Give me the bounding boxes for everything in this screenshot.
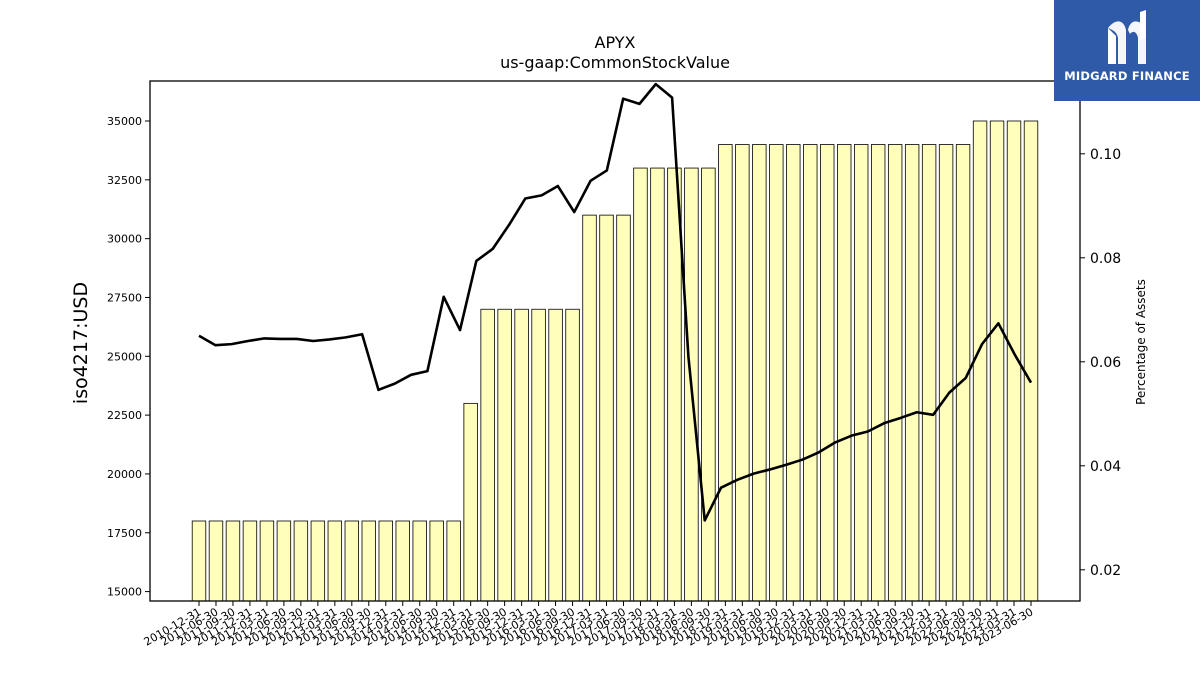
bar <box>1023 120 1039 602</box>
y-tick-label: 35000 <box>107 115 142 128</box>
bar <box>191 520 207 602</box>
bar <box>786 144 801 602</box>
bar <box>854 144 869 602</box>
y-tick-label: 25000 <box>107 350 142 363</box>
bar <box>480 308 495 602</box>
y-tick-label: 30000 <box>107 233 142 246</box>
bar <box>735 144 750 602</box>
bar <box>259 520 275 602</box>
y-tick-label: 20000 <box>107 468 142 481</box>
bar <box>395 520 410 602</box>
y2-tick-label: 0.10 <box>1090 147 1121 163</box>
bar <box>820 144 835 602</box>
bar <box>701 167 716 602</box>
y-tick-label: 32500 <box>107 174 142 187</box>
midgard-logo-icon <box>1108 10 1146 65</box>
bar <box>412 520 427 602</box>
y-axis-right: 0.02 0.04 0.06 0.08 0.10 <box>1080 147 1121 579</box>
bar <box>225 520 241 602</box>
bar <box>446 520 461 602</box>
bar <box>310 520 326 602</box>
bar <box>989 120 1005 602</box>
bar <box>633 167 648 602</box>
bar <box>378 520 393 602</box>
bar <box>616 214 631 602</box>
plot-frame <box>149 80 1081 602</box>
y2-tick-label: 0.08 <box>1090 251 1121 267</box>
bar <box>463 402 478 602</box>
bar <box>344 520 359 602</box>
bar <box>921 144 937 602</box>
y-tick-label: 22500 <box>107 409 142 422</box>
bar <box>361 520 376 602</box>
y2-tick-label: 0.04 <box>1090 459 1121 475</box>
bar <box>565 308 580 602</box>
line-layer <box>198 82 1033 522</box>
bar <box>531 308 546 602</box>
brand-name: MIDGARD FINANCE <box>1064 69 1190 83</box>
y2-axis-label: Percentage of Assets <box>1134 279 1148 405</box>
bar <box>769 144 784 602</box>
bar <box>650 167 665 602</box>
bar <box>327 520 343 602</box>
bar <box>293 520 309 602</box>
y-axis-label: iso4217:USD <box>70 282 92 404</box>
bar <box>803 144 818 602</box>
bars <box>191 120 1039 602</box>
bar <box>870 144 886 602</box>
bar <box>837 144 852 602</box>
bar <box>599 214 614 602</box>
y2-tick-label: 0.06 <box>1090 355 1121 371</box>
bar <box>242 520 258 602</box>
bar <box>904 144 920 602</box>
bar <box>497 308 512 602</box>
x-axis: 2010-12-312011-06-302011-09-302011-12-31… <box>142 601 1036 649</box>
bar <box>514 308 529 602</box>
brand-logo: MIDGARD FINANCE <box>1054 0 1200 101</box>
bar <box>548 308 563 602</box>
y-axis-left: 15000 17500 20000 22500 25000 27500 30000 32500… <box>107 115 150 599</box>
chart-title: APYX <box>595 33 636 52</box>
bar <box>938 144 954 602</box>
bar <box>667 167 682 602</box>
bar <box>582 214 597 602</box>
chart-subtitle: us-gaap:CommonStockValue <box>500 53 730 72</box>
y-tick-label: 27500 <box>107 291 142 304</box>
bar <box>752 144 767 602</box>
bar <box>718 144 733 602</box>
bar <box>429 520 444 602</box>
bar <box>208 520 224 602</box>
y2-tick-label: 0.02 <box>1090 563 1121 579</box>
bar <box>276 520 292 602</box>
series-line <box>198 82 1033 522</box>
y-tick-label: 17500 <box>107 527 142 540</box>
bar <box>887 144 903 602</box>
y-tick-label: 15000 <box>107 586 142 599</box>
